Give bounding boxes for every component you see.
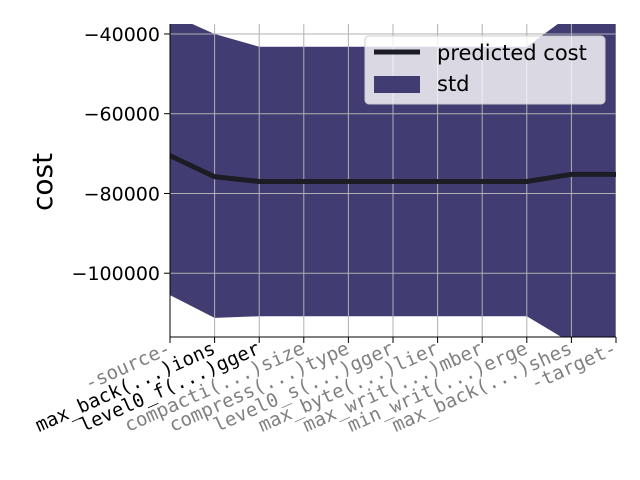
y-ticks: −40000 −60000 −80000 −100000 [72,24,170,285]
legend-label-predicted-cost: predicted cost [437,41,587,65]
legend-box [364,35,606,105]
series-line-predicted-cost [170,153,616,184]
y-tick-label: −40000 [84,24,160,46]
legend-label-std: std [437,72,470,96]
legend: predicted cost std [364,35,606,105]
line-layer [170,153,616,184]
y-tick-label: −80000 [84,183,160,205]
x-ticks: -source-max_back(...)ionslevel0_f(...)gg… [32,337,620,437]
y-tick-label: −60000 [84,104,160,126]
y-tick-label: −100000 [72,263,160,285]
y-axis-label: cost [26,153,59,211]
legend-band-swatch [374,76,420,93]
